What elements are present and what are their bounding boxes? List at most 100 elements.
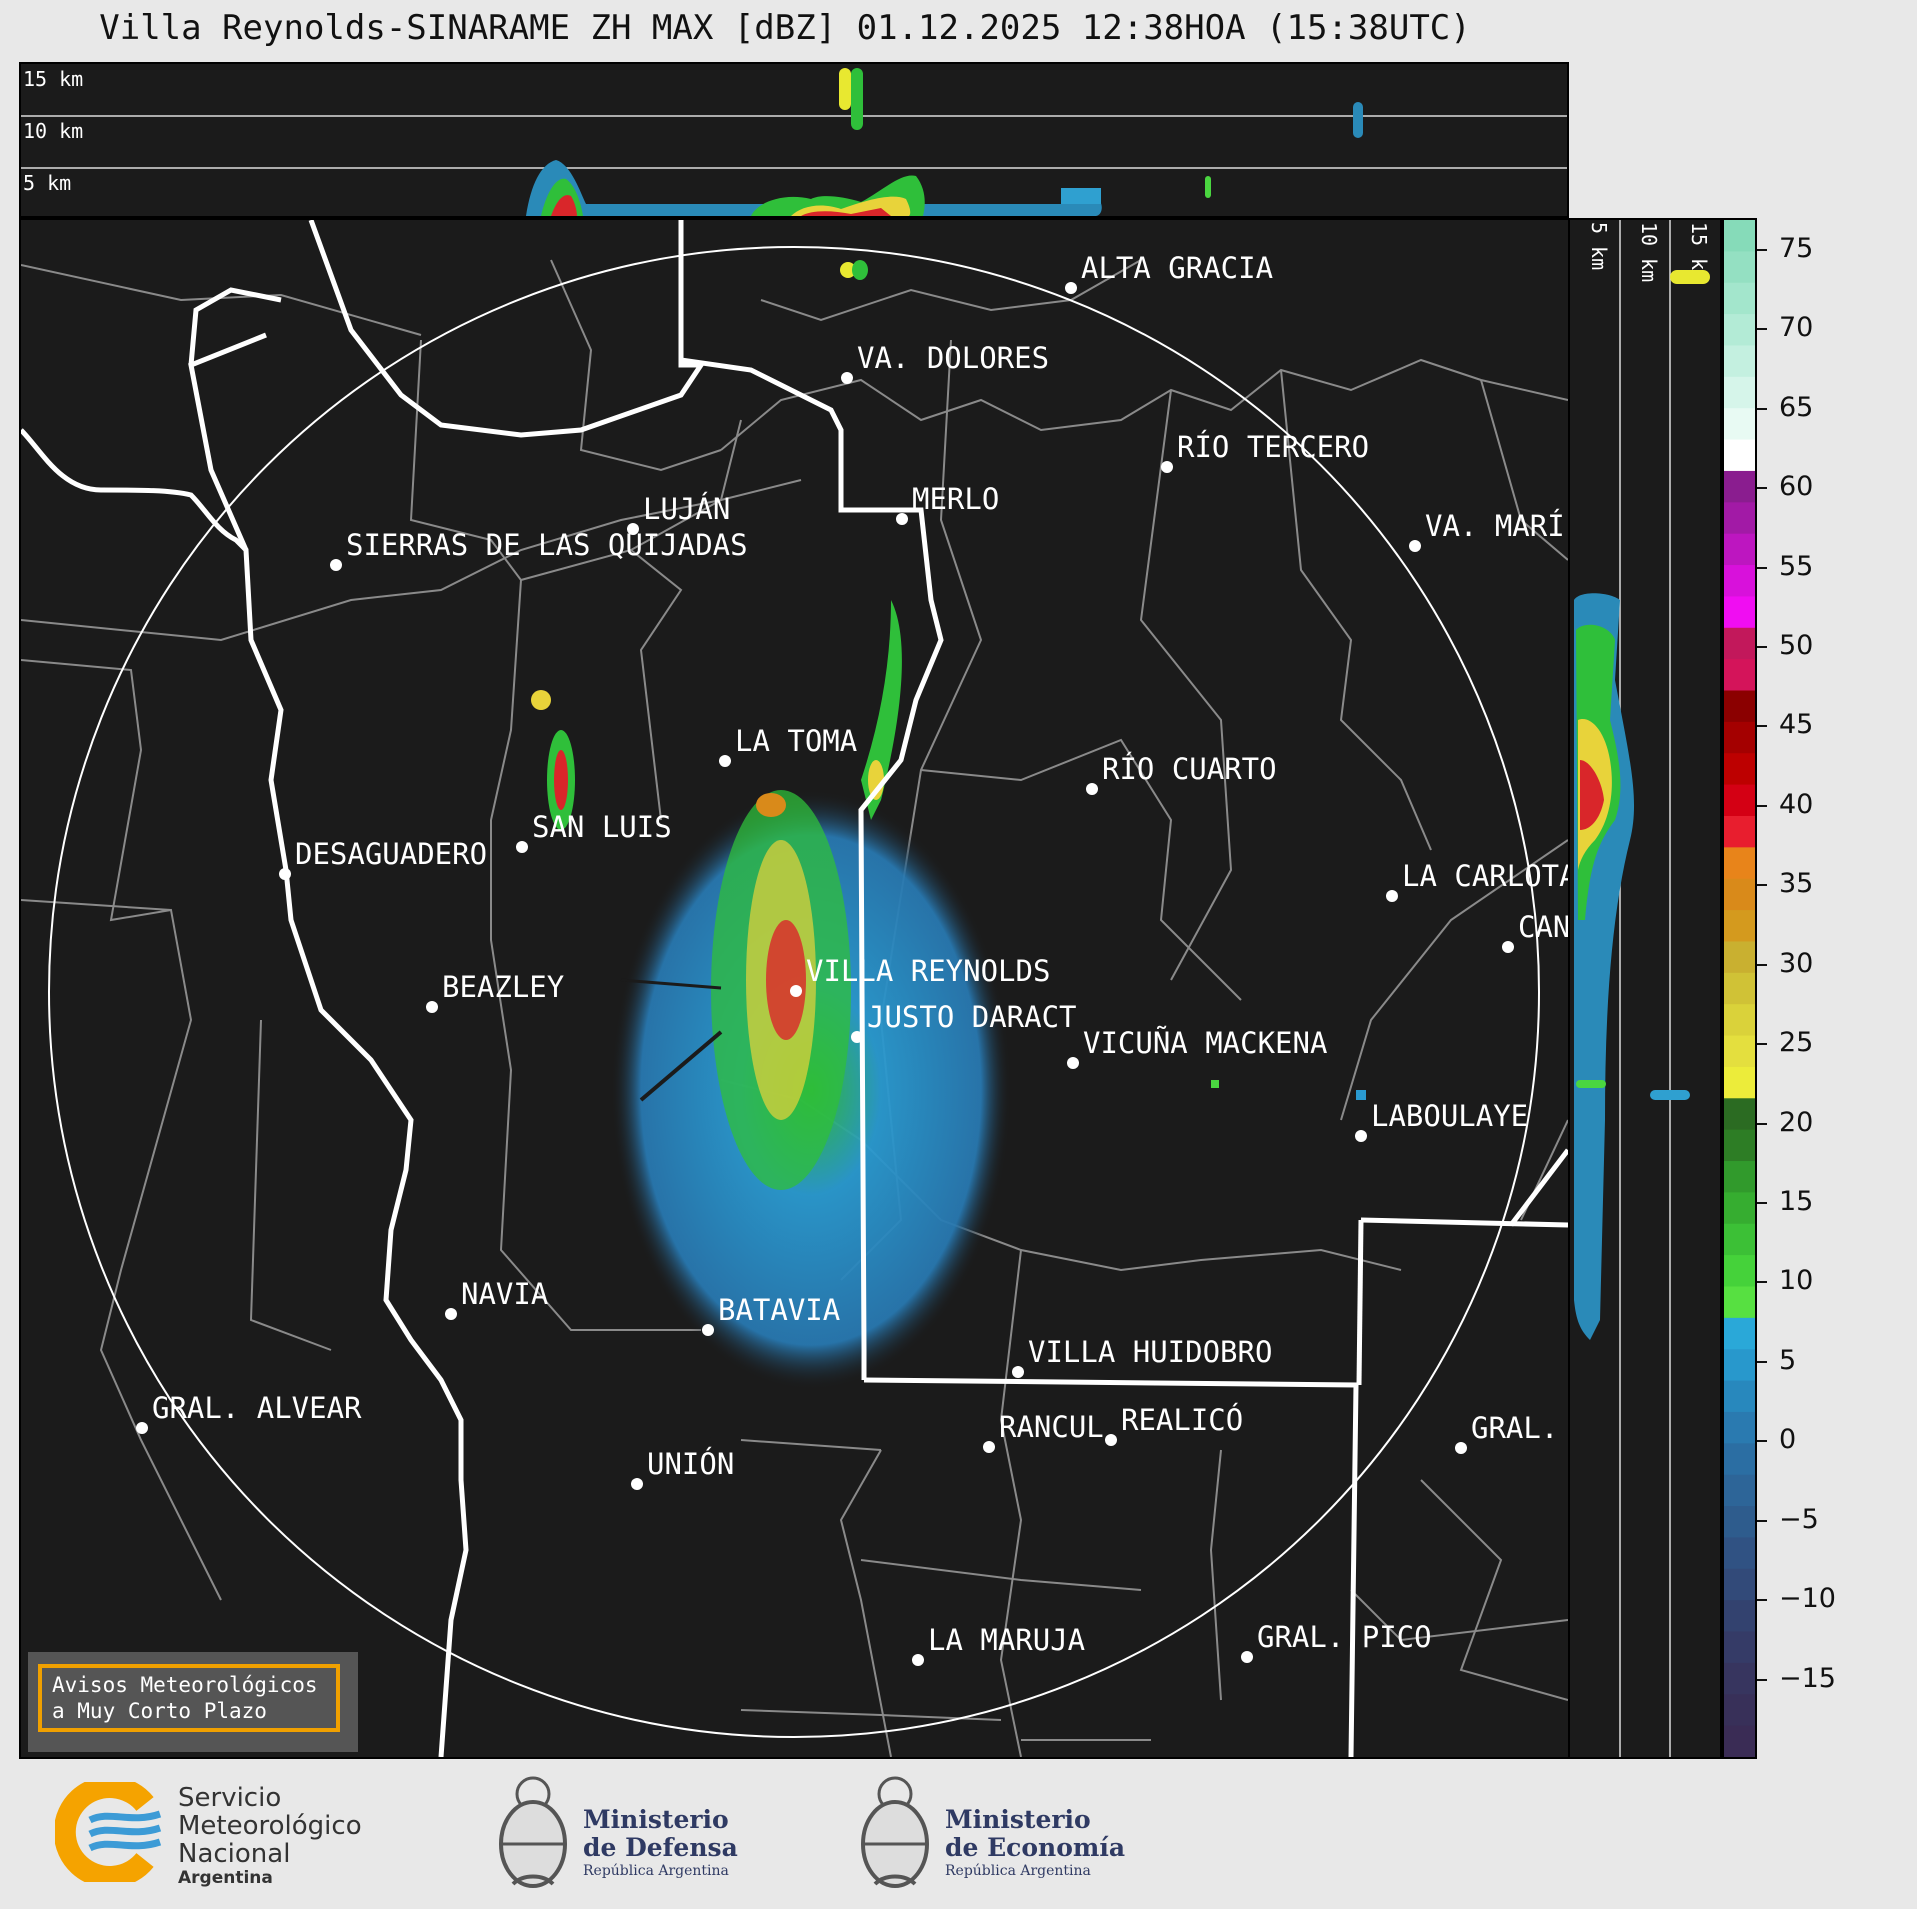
city-marker (896, 513, 908, 525)
city-label: CAN (1518, 910, 1568, 944)
height-label-5: 5 km (23, 171, 71, 195)
smn-line-2: Meteorológico (178, 1811, 362, 1841)
colorbar-tick-label: 50 (1779, 629, 1814, 661)
city-label: LA TOMA (735, 724, 857, 758)
city-label: UNIÓN (647, 1447, 734, 1481)
colorbar-tick-label: −15 (1779, 1662, 1836, 1694)
city-label: LA MARUJA (928, 1623, 1085, 1657)
city-marker (279, 868, 291, 880)
colorbar-segment (1724, 533, 1755, 566)
smn-logo-icon (55, 1782, 162, 1882)
defensa-line-3: República Argentina (583, 1863, 729, 1879)
city-label: NAVIA (461, 1277, 548, 1311)
colorbar-segment (1724, 1349, 1755, 1382)
city-marker (1067, 1057, 1079, 1069)
colorbar-segment (1724, 1161, 1755, 1193)
city-label: RÍO CUARTO (1102, 752, 1277, 786)
height-label-10: 10 km (23, 119, 83, 143)
colorbar-tick-label: 0 (1779, 1424, 1797, 1456)
colorbar-segment (1724, 721, 1755, 754)
city-marker (516, 841, 528, 853)
colorbar-tick-label: 20 (1779, 1106, 1814, 1138)
side-echo-profile (1574, 270, 1710, 1340)
colorbar-segment (1724, 282, 1755, 315)
colorbar-segment (1724, 1286, 1755, 1319)
colorbar-tick-label: 10 (1779, 1265, 1814, 1297)
city-marker (912, 1654, 924, 1666)
colorbar-segment (1724, 408, 1755, 441)
economia-line-2: de Economía (945, 1833, 1126, 1862)
colorbar-tick-label: 70 (1779, 312, 1814, 344)
colorbar-segment (1724, 1631, 1755, 1664)
defensa-line-1: Ministerio (583, 1805, 729, 1834)
radar-echoes (531, 260, 1366, 1390)
colorbar-tick-label: −5 (1779, 1503, 1819, 1535)
colorbar-tick-label: 40 (1779, 788, 1814, 820)
colorbar-segment (1724, 470, 1755, 503)
colorbar-segment (1724, 690, 1755, 723)
city-label: REALICÓ (1121, 1403, 1243, 1437)
colorbar-segment (1724, 627, 1755, 660)
city-marker (1455, 1442, 1467, 1454)
colorbar-segment (1724, 565, 1755, 598)
colorbar-tick-label: 5 (1779, 1344, 1797, 1376)
city-label: VA. DOLORES (857, 341, 1049, 375)
city-marker (1355, 1130, 1367, 1142)
colorbar-segment (1724, 1004, 1755, 1037)
colorbar-tick-label: 55 (1779, 550, 1814, 582)
range-ring (48, 246, 1540, 1738)
colorbar-tick-mark (1757, 487, 1767, 490)
colorbar-tick-mark (1757, 1519, 1767, 1522)
city-label: VICUÑA MACKENA (1083, 1026, 1327, 1060)
notice-line-2: a Muy Corto Plazo (52, 1699, 267, 1723)
colorbar-tick-label: 25 (1779, 1027, 1814, 1059)
colorbar-segment (1724, 1411, 1755, 1444)
colorbar-segment (1724, 1474, 1755, 1507)
city-label: LABOULAYE (1371, 1099, 1528, 1133)
city-marker (1012, 1366, 1024, 1378)
defensa-line-2: de Defensa (583, 1833, 738, 1862)
city-label: SIERRAS DE LAS QUIJADAS (346, 528, 748, 562)
city-label: RANCUL (999, 1410, 1104, 1444)
city-marker (445, 1308, 457, 1320)
city-marker (631, 1478, 643, 1490)
colorbar-tick-mark (1757, 248, 1767, 251)
colorbar-segment (1724, 659, 1755, 692)
colorbar-tick-mark (1757, 1440, 1767, 1443)
notice-line-1: Avisos Meteorológicos (52, 1673, 318, 1697)
colorbar-segment (1724, 251, 1755, 284)
colorbar-segment (1724, 1600, 1755, 1633)
city-marker (1161, 461, 1173, 473)
city-marker (426, 1001, 438, 1013)
city-marker (1409, 540, 1421, 552)
city-marker (702, 1324, 714, 1336)
coat-of-arms-icon (861, 1776, 929, 1888)
city-labels: ALTA GRACIA VA. DOLORES RÍO TERCERO LUJÁN ME… (136, 251, 1577, 1666)
city-marker (330, 559, 342, 571)
colorbar-tick-mark (1757, 1678, 1767, 1681)
colorbar-segment (1724, 596, 1755, 629)
city-marker (1105, 1434, 1117, 1446)
colorbar-tick-mark (1757, 645, 1767, 648)
top-echo-profile (526, 68, 1363, 216)
notice-box: Avisos Meteorológicos a Muy Corto Plazo (28, 1652, 358, 1752)
colorbar-segment (1724, 1035, 1755, 1068)
city-marker (1065, 282, 1077, 294)
colorbar (1722, 218, 1757, 1759)
colorbar-segment (1724, 1223, 1755, 1256)
colorbar-segment (1724, 502, 1755, 535)
city-label: VILLA HUIDOBRO (1028, 1335, 1272, 1369)
province-borders (19, 219, 1570, 1758)
city-marker (1502, 941, 1514, 953)
top-height-profile: 15 km 10 km 5 km (19, 62, 1569, 218)
colorbar-tick-mark (1757, 566, 1767, 569)
colorbar-tick-mark (1757, 1201, 1767, 1204)
colorbar-segment (1724, 314, 1755, 347)
colorbar-segment (1724, 376, 1755, 409)
colorbar-segment (1724, 1192, 1755, 1225)
colorbar-segment (1724, 1317, 1755, 1350)
colorbar-tick-mark (1757, 1360, 1767, 1363)
colorbar-tick-label: 75 (1779, 232, 1814, 264)
city-marker (790, 985, 802, 997)
colorbar-tick-mark (1757, 328, 1767, 331)
